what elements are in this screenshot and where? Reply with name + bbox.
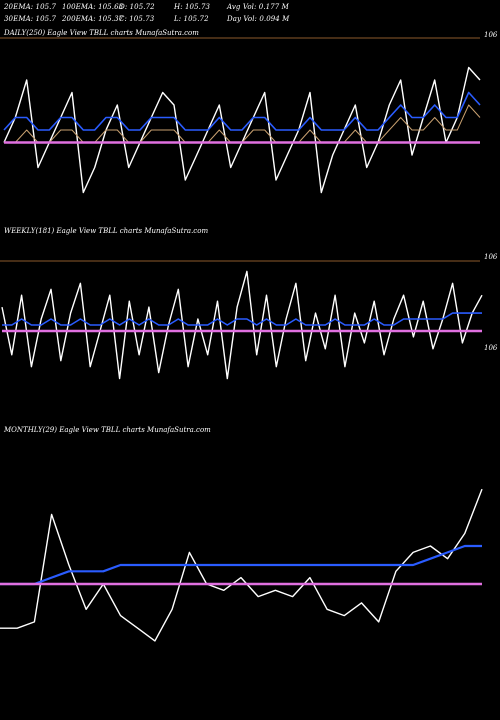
weekly-ema-short-line [2, 312, 482, 326]
header-dayvol: Day Vol: 0.094 M [227, 15, 290, 23]
monthly-ema-line [0, 544, 482, 586]
weekly-tick-label-top: 106 [484, 253, 498, 261]
weekly-series [1, 270, 483, 380]
header-ema20: 20EMA: 105.7 [4, 3, 57, 11]
header-high: H: 105.73 [174, 3, 211, 11]
header-open: O: 105.72 [119, 3, 155, 11]
header-low: L: 105.72 [174, 15, 209, 23]
daily-series [3, 66, 481, 194]
header-ema30: 30EMA: 105.7 [4, 15, 57, 23]
header-avgvol: Avg Vol: 0.177 M [227, 3, 289, 11]
weekly-chart [0, 260, 483, 380]
header-close: C: 105.73 [119, 15, 155, 23]
header-ema200: 200EMA: 105.37 [62, 15, 124, 23]
header-ema100: 100EMA: 105.63 [62, 3, 124, 11]
daily-tick-label: 106 [484, 31, 498, 39]
monthly-chart [0, 488, 483, 642]
monthly-chart-title: MONTHLY(29) Eagle View TBLL charts Munaf… [4, 426, 211, 434]
daily-ema-short-line [3, 91, 481, 131]
monthly-series [0, 488, 483, 642]
daily-chart-title: DAILY(250) Eagle View TBLL charts Munafa… [4, 29, 199, 37]
weekly-price-line [1, 270, 483, 380]
weekly-chart-title: WEEKLY(181) Eagle View TBLL charts Munaf… [4, 227, 209, 235]
daily-chart [0, 37, 481, 194]
weekly-tick-label-bottom: 106 [484, 344, 498, 352]
